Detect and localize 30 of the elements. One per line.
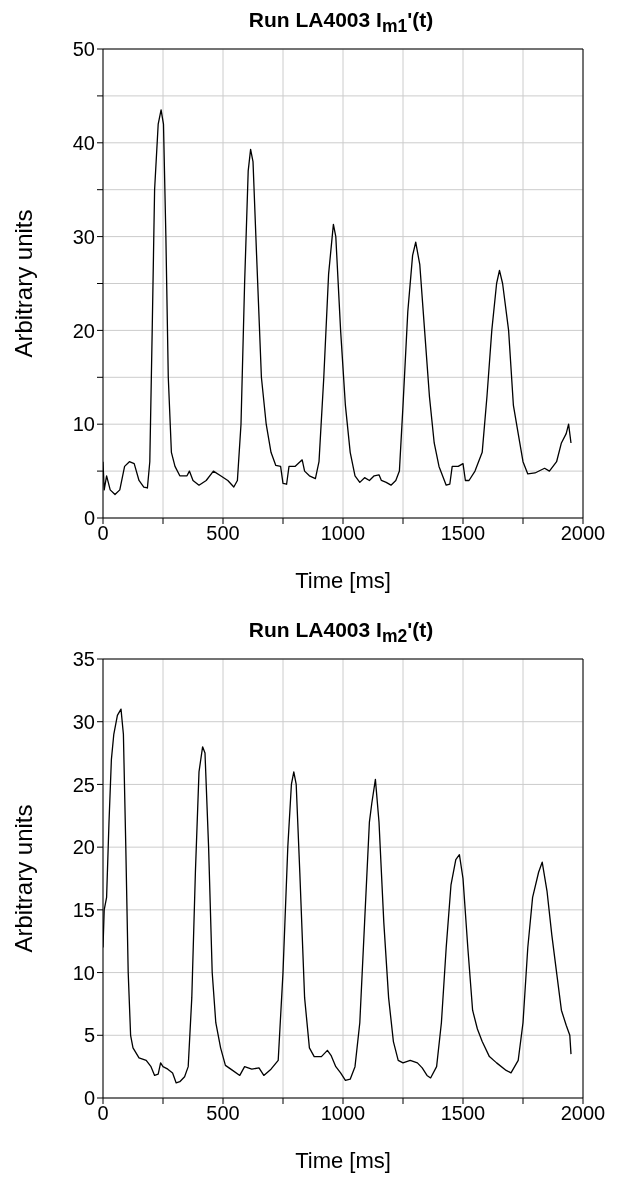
x-tick-label: 1500 xyxy=(440,1102,486,1125)
y-tick-label: 20 xyxy=(72,836,95,859)
x-tick-label: 1000 xyxy=(320,1102,366,1125)
chart-title: Run LA4003 I$_{m1}$'(t) xyxy=(247,8,435,38)
chart-title: Run LA4003 I$_{m2}$'(t) xyxy=(247,618,435,648)
y-tick-label: 30 xyxy=(72,225,95,248)
y-tick-label: 35 xyxy=(72,648,95,671)
y-axis-title: Arbitrary units xyxy=(9,209,37,358)
x-tick-label: 1000 xyxy=(320,522,366,545)
y-tick-label: 10 xyxy=(72,413,95,436)
y-tick-label: 20 xyxy=(72,319,95,342)
y-tick-label: 30 xyxy=(72,710,95,733)
x-axis-title: Time [ms] xyxy=(295,568,391,593)
y-tick-label: 0 xyxy=(83,1087,95,1110)
x-tick-label: 2000 xyxy=(560,1102,606,1125)
x-tick-label: 2000 xyxy=(560,522,606,545)
x-tick-label: 1500 xyxy=(440,522,486,545)
y-tick-label: 50 xyxy=(72,38,95,61)
y-tick-label: 25 xyxy=(72,773,95,796)
y-tick-label: 5 xyxy=(83,1024,95,1047)
y-tick-label: 40 xyxy=(72,131,95,154)
x-tick-label: 500 xyxy=(206,522,240,545)
y-axis-title: Arbitrary units xyxy=(9,804,37,953)
x-tick-label: 500 xyxy=(206,1102,240,1125)
x-tick-label: 0 xyxy=(97,522,109,545)
x-tick-label: 0 xyxy=(97,1102,109,1125)
y-tick-label: 0 xyxy=(83,507,95,530)
x-axis-title: Time [ms] xyxy=(295,1148,391,1173)
y-tick-label: 10 xyxy=(72,961,95,984)
y-tick-label: 15 xyxy=(72,898,95,921)
